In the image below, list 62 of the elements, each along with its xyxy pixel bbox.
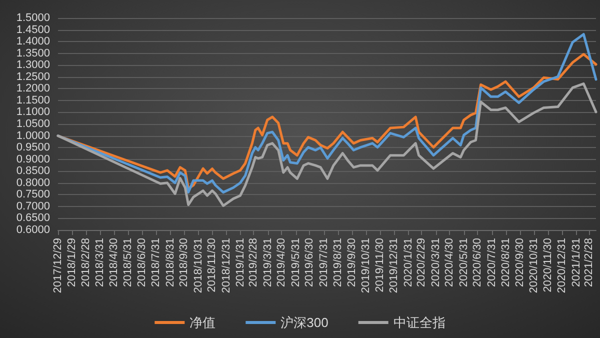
x-tick-label: 2019/9/30 <box>346 238 358 287</box>
x-tick-label: 2020/12/31 <box>556 238 568 294</box>
y-tick-label: 1.2000 <box>16 82 50 95</box>
y-tick-label: 1.3500 <box>16 47 50 60</box>
x-tick-label: 2020/7/31 <box>486 238 498 287</box>
y-tick-label: 1.1500 <box>16 94 50 106</box>
x-tick-label: 2019/7/31 <box>318 238 330 287</box>
x-tick-label: 2021/2/28 <box>583 238 596 287</box>
legend-label: 中证全指 <box>393 315 446 330</box>
x-tick-label: 2020/3/31 <box>430 238 442 287</box>
y-tick-label: 1.3000 <box>16 59 50 72</box>
x-tick-label: 2018/5/31 <box>122 238 134 287</box>
x-tick-label: 2020/10/31 <box>528 238 540 294</box>
y-tick-label: 1.5000 <box>16 12 50 24</box>
x-tick-label: 2019/3/31 <box>262 238 274 287</box>
x-tick-label: 2021/1/31 <box>570 238 582 287</box>
x-tick-label: 2020/4/30 <box>444 238 456 287</box>
y-tick-label: 1.2500 <box>16 70 50 83</box>
x-tick-label: 2018/1/29 <box>66 238 78 287</box>
y-tick-label: 1.0500 <box>16 118 50 130</box>
x-tick-label: 2018/3/31 <box>94 238 106 287</box>
x-tick-label: 2020/8/31 <box>500 238 512 287</box>
y-tick-label: 0.6000 <box>16 224 50 236</box>
x-tick-label: 2020/11/30 <box>542 238 554 292</box>
x-tick-label: 2020/2/29 <box>416 238 428 287</box>
x-tick-label: 2019/2/28 <box>248 238 260 287</box>
y-tick-label: 0.7000 <box>16 200 50 212</box>
y-tick-label: 0.8000 <box>16 176 50 189</box>
x-tick-label: 2020/5/31 <box>458 238 470 287</box>
x-tick-label: 2017/12/29 <box>52 238 64 294</box>
x-tick-label: 2020/6/30 <box>472 238 484 287</box>
legend-label: 净值 <box>190 315 216 330</box>
x-tick-label: 2018/4/30 <box>108 238 120 287</box>
y-tick-label: 0.6500 <box>16 212 50 224</box>
x-tick-label: 2020/9/30 <box>514 238 526 287</box>
y-tick-label: 1.0000 <box>16 130 50 142</box>
y-tick-label: 0.7500 <box>16 188 50 201</box>
x-tick-label: 2018/12/31 <box>220 238 232 294</box>
y-tick-label: 0.9000 <box>16 153 50 166</box>
x-tick-label: 2020/1/31 <box>402 238 414 287</box>
x-tick-label: 2018/7/31 <box>150 238 162 287</box>
x-tick-label: 2019/1/31 <box>234 238 247 287</box>
y-tick-label: 1.4000 <box>16 36 50 48</box>
x-tick-label: 2018/11/30 <box>206 238 218 292</box>
x-tick-label: 2019/6/30 <box>304 238 316 287</box>
x-tick-label: 2019/4/30 <box>276 238 288 287</box>
x-tick-label: 2018/10/31 <box>192 238 204 294</box>
y-tick-label: 0.9500 <box>16 142 50 154</box>
y-tick-label: 0.8500 <box>16 165 50 178</box>
x-tick-label: 2018/6/30 <box>136 238 148 287</box>
x-tick-label: 2018/8/31 <box>164 238 176 287</box>
x-tick-label: 2019/12/31 <box>388 238 400 294</box>
x-tick-label: 2019/10/31 <box>360 238 372 294</box>
x-tick-label: 2019/8/31 <box>332 238 344 287</box>
x-tick-label: 2018/2/28 <box>80 238 92 287</box>
x-tick-label: 2019/11/30 <box>374 238 386 292</box>
y-tick-label: 1.4500 <box>16 24 50 36</box>
line-series <box>56 82 598 207</box>
legend-label: 沪深300 <box>280 315 328 330</box>
y-tick-label: 1.1000 <box>16 106 50 118</box>
x-tick-label: 2019/5/31 <box>290 238 302 287</box>
x-tick-label: 2018/9/30 <box>178 238 190 287</box>
